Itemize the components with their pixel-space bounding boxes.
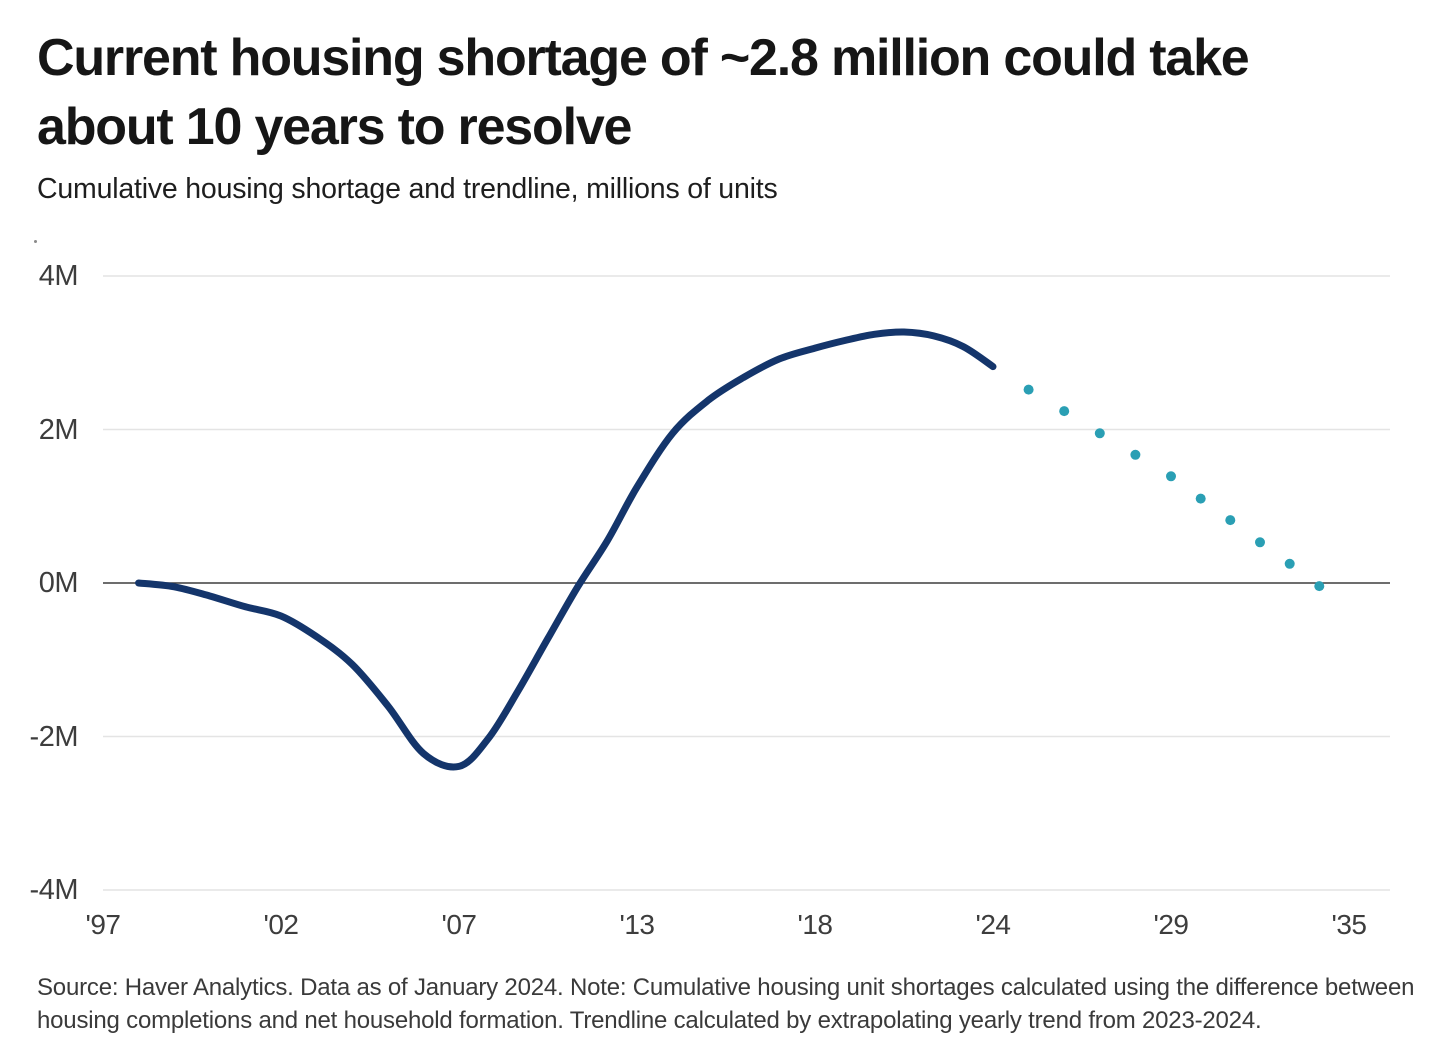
y-axis-tick-label: -4M	[29, 874, 79, 906]
trendline-dot	[1195, 493, 1206, 504]
title-line-2: about 10 years to resolve	[37, 98, 632, 156]
stray-dot-mark	[34, 240, 37, 243]
trendline-dot	[1166, 471, 1176, 482]
title-line-1: Current housing shortage of ~2.8 million…	[37, 29, 1250, 87]
trendline-dot	[1314, 581, 1325, 592]
source-note: Source: Haver Analytics. Data as of Janu…	[37, 974, 1415, 1034]
x-axis-tick-label: '97	[85, 909, 122, 940]
trendline-dot	[1059, 406, 1070, 417]
x-axis-tick-label: '07	[441, 909, 478, 940]
trendline-dot	[1284, 558, 1295, 569]
page-title: Current housing shortage of ~2.8 million…	[37, 24, 1250, 162]
x-axis-tick-label: '02	[263, 909, 300, 940]
y-axis-tick-label: -2M	[29, 720, 79, 753]
x-axis-tick-label: '35	[1331, 909, 1368, 940]
shortage-line	[135, 328, 997, 771]
x-axis-tick-label: '18	[797, 909, 834, 940]
y-axis-tick-label: 2M	[38, 413, 79, 446]
trendline-dot	[1225, 515, 1236, 526]
trendline-dot	[1130, 449, 1141, 460]
x-axis-tick-label: '13	[619, 909, 656, 940]
trendline-dot	[1094, 428, 1105, 439]
chart-subtitle: Cumulative housing shortage and trendlin…	[37, 173, 778, 205]
trendline-dot	[1023, 384, 1034, 395]
x-axis-tick-label: '29	[1153, 909, 1190, 940]
y-axis-tick-label: 0M	[38, 567, 79, 599]
y-axis-tick-label: 4M	[38, 260, 79, 292]
x-axis-tick-label: '24	[975, 909, 1012, 940]
trendline-dot	[1255, 537, 1265, 548]
